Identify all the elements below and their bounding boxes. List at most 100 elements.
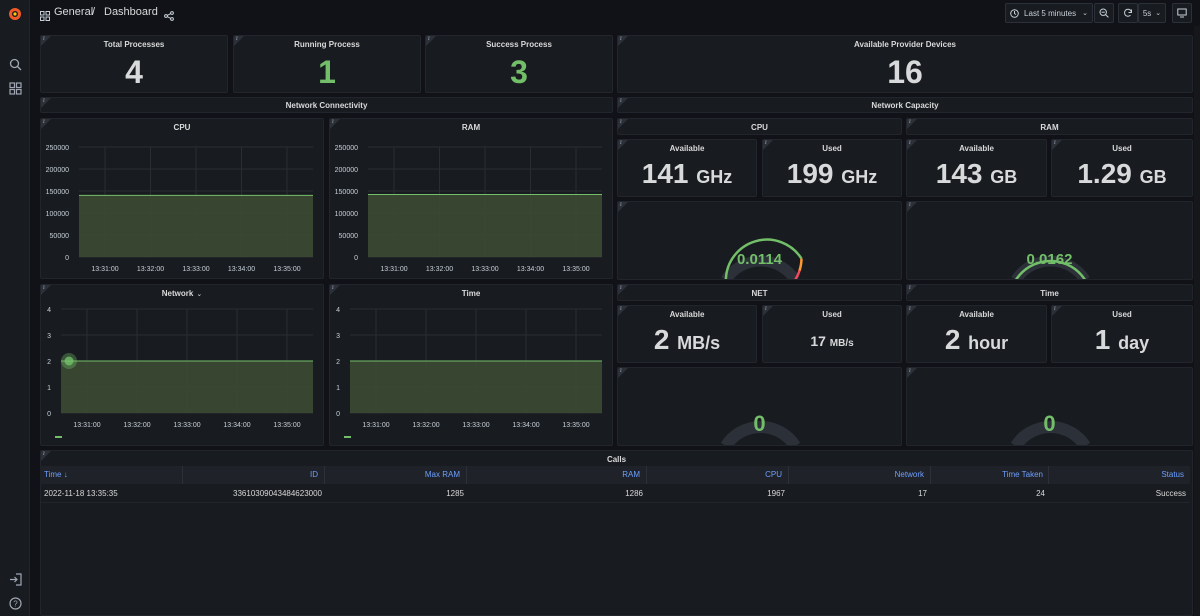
column-header-label: Time (44, 470, 62, 479)
panel-info-icon[interactable]: i (43, 450, 45, 457)
panel-info-icon[interactable]: i (765, 139, 767, 146)
y-tick-label: 3 (47, 333, 51, 340)
y-tick-label: 150000 (46, 189, 69, 196)
share-icon[interactable] (164, 8, 174, 26)
panel-info-icon[interactable]: i (428, 35, 430, 42)
time-chart[interactable]: 4 3 2 1 0 13:31:00 13:32:00 13:33:00 13:34:00 13:… (330, 285, 613, 446)
y-tick-label: 50000 (50, 233, 70, 240)
x-tick-label: 13:34:00 (223, 422, 250, 429)
dashboards-grid-icon (40, 8, 50, 26)
stat-panel-success-process: i Success Process 3 (425, 35, 613, 93)
panel-info-icon[interactable]: i (620, 305, 622, 312)
hover-point[interactable] (64, 356, 74, 366)
panel-info-icon[interactable]: i (43, 118, 45, 125)
panel-info-icon[interactable]: i (909, 201, 911, 208)
stat-unit: day (1118, 333, 1150, 353)
panel-info-icon[interactable]: i (620, 97, 622, 104)
chart-panel-network: i Network ⌄ 4 3 2 1 0 13:31:00 13:32:00 13:33:00… (40, 284, 324, 446)
panel-info-icon[interactable]: i (43, 284, 45, 291)
network-chart[interactable]: 4 3 2 1 0 13:31:00 13:32:00 13:33:00 13:34:00 13:… (41, 285, 324, 446)
column-header-cpu[interactable]: CPU (765, 470, 782, 479)
search-icon[interactable] (7, 56, 23, 72)
panel-info-icon[interactable]: i (620, 35, 622, 42)
stat-panel-cpu-available: i Available 141 GHz (617, 139, 757, 197)
page-scrollbar[interactable] (1194, 26, 1200, 616)
cell-ram: 1286 (625, 489, 643, 498)
panel-title: Success Process (486, 40, 552, 49)
panel-info-icon[interactable]: i (620, 201, 622, 208)
legend-swatch[interactable] (344, 436, 351, 438)
chevron-down-icon: ⌄ (196, 291, 203, 298)
stat-unit: hour (968, 333, 1009, 353)
refresh-button[interactable] (1118, 3, 1138, 23)
panel-info-icon[interactable]: i (765, 305, 767, 312)
x-tick-label: 13:32:00 (123, 422, 150, 429)
cell-time: 2022-11-18 13:35:35 (44, 489, 118, 498)
cpu-chart[interactable]: 250000 200000 150000 100000 50000 0 13:31:00 13… (41, 119, 324, 279)
gauge-track (1010, 420, 1091, 445)
panel-info-icon[interactable]: i (620, 367, 622, 374)
column-header-id[interactable]: ID (310, 470, 318, 479)
refresh-interval-picker[interactable]: 5s ⌄ (1138, 3, 1166, 23)
column-header-network[interactable]: Network (894, 470, 924, 479)
panel-info-icon[interactable]: i (43, 35, 45, 42)
time-range-picker[interactable]: Last 5 minutes ⌄ (1005, 3, 1093, 23)
panel-info-icon[interactable]: i (332, 118, 334, 125)
sidebar: ? (0, 0, 30, 616)
panel-info-icon[interactable]: i (1054, 139, 1056, 146)
panel-title: Running Process (294, 40, 360, 49)
ram-chart[interactable]: 250000 200000 150000 100000 50000 0 13:31:00 13… (330, 119, 613, 279)
cell-id: 33610309043484623000 (233, 489, 322, 498)
column-header-time-taken[interactable]: Time Taken (1002, 470, 1043, 479)
panel-info-icon[interactable]: i (909, 118, 911, 125)
table-row[interactable]: 2022-11-18 13:35:35 33610309043484623000… (40, 485, 1190, 503)
panel-title[interactable]: Network ⌄ (41, 289, 323, 298)
zoom-out-button[interactable] (1094, 3, 1114, 23)
help-icon[interactable]: ? (7, 595, 23, 611)
panel-title: Used (1112, 144, 1132, 153)
stat-unit: MB/s (677, 333, 721, 353)
panel-info-icon[interactable]: i (332, 284, 334, 291)
column-header-time[interactable]: Time ↓ (44, 470, 68, 479)
panel-info-icon[interactable]: i (236, 35, 238, 42)
sign-in-icon[interactable] (7, 571, 23, 587)
panel-info-icon[interactable]: i (909, 305, 911, 312)
y-tick-label: 2 (47, 359, 51, 366)
refresh-icon (1124, 8, 1132, 17)
breadcrumb-folder[interactable]: General (54, 6, 94, 18)
stat-value: 2 hour (907, 324, 1046, 356)
breadcrumb-page[interactable]: Dashboard (104, 6, 158, 18)
row-time-capacity: i Time (906, 284, 1193, 301)
dashboards-icon[interactable] (7, 80, 23, 96)
column-header-ram[interactable]: RAM (622, 470, 640, 479)
column-header-max-ram[interactable]: Max RAM (424, 470, 460, 479)
y-tick-label: 100000 (335, 211, 358, 218)
y-tick-label: 4 (336, 307, 340, 314)
cell-max-ram: 1285 (446, 489, 464, 498)
panel-info-icon[interactable]: i (43, 97, 45, 104)
panel-info-icon[interactable]: i (909, 284, 911, 291)
panel-info-icon[interactable]: i (909, 139, 911, 146)
panel-info-icon[interactable]: i (1054, 305, 1056, 312)
row-title: Network Capacity (871, 101, 939, 110)
y-tick-label: 1 (336, 385, 340, 392)
svg-text:?: ? (13, 599, 18, 608)
panel-info-icon[interactable]: i (909, 367, 911, 374)
gauge-track (721, 255, 800, 279)
legend-swatch[interactable] (55, 436, 62, 438)
cell-cpu: 1967 (767, 489, 785, 498)
chart-panel-ram: i RAM 250000 200000 150000 100000 50000 0 13:3… (329, 118, 613, 279)
stat-panel-running-process: i Running Process 1 (233, 35, 421, 93)
panel-info-icon[interactable]: i (620, 139, 622, 146)
cpu-gauge (721, 238, 803, 279)
column-header-status[interactable]: Status (1161, 470, 1184, 479)
grafana-logo-icon[interactable] (7, 6, 23, 22)
panel-title: Time (461, 289, 481, 298)
stat-number: 143 (935, 158, 983, 189)
ram-gauge (1011, 255, 1090, 279)
row-title: Network Connectivity (285, 101, 368, 110)
tv-mode-button[interactable] (1172, 3, 1192, 23)
panel-info-icon[interactable]: i (620, 284, 622, 291)
panel-info-icon[interactable]: i (620, 118, 622, 125)
stat-number: 17 (810, 333, 826, 349)
